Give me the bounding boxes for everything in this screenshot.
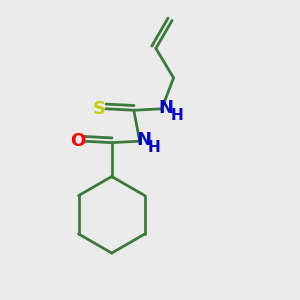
Text: H: H (148, 140, 161, 155)
Text: S: S (93, 100, 106, 118)
Text: N: N (158, 99, 173, 117)
Text: H: H (170, 108, 183, 123)
Text: N: N (136, 131, 151, 149)
Text: O: O (70, 132, 85, 150)
